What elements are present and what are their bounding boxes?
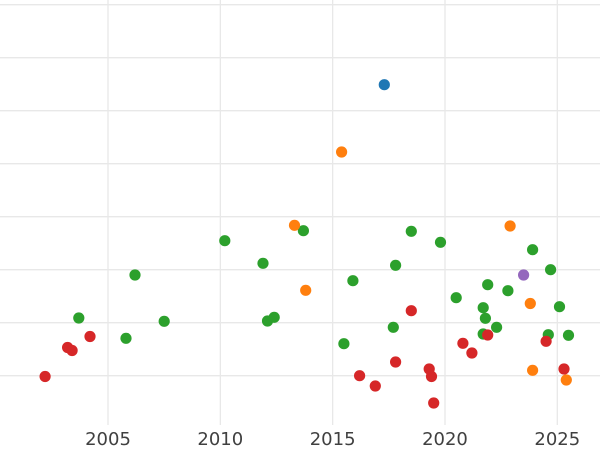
data-point-green bbox=[491, 321, 503, 333]
data-point-orange bbox=[288, 219, 301, 231]
data-point-orange bbox=[527, 364, 539, 376]
data-point-green bbox=[527, 244, 539, 256]
data-point-green bbox=[390, 259, 402, 271]
data-point-green bbox=[477, 302, 489, 314]
data-point-orange bbox=[524, 297, 536, 310]
x-tick-label: 2015 bbox=[310, 429, 356, 450]
data-point-red bbox=[66, 344, 78, 357]
x-tick-label: 2005 bbox=[85, 429, 131, 450]
x-tick-label: 2010 bbox=[197, 429, 243, 450]
data-point-red bbox=[482, 329, 494, 341]
data-point-red bbox=[354, 370, 366, 382]
data-point-red bbox=[39, 370, 51, 383]
data-point-orange bbox=[336, 146, 348, 158]
x-tick-label: 2020 bbox=[422, 429, 468, 450]
data-point-green bbox=[219, 235, 231, 247]
data-point-purple bbox=[518, 269, 530, 281]
x-tick-label: 2025 bbox=[534, 429, 580, 450]
data-point-green bbox=[434, 236, 447, 248]
data-point-red bbox=[390, 356, 402, 368]
data-point-blue bbox=[378, 79, 390, 91]
data-point-green bbox=[562, 329, 575, 341]
data-point-red bbox=[466, 347, 478, 359]
data-point-red bbox=[457, 337, 469, 349]
data-point-green bbox=[347, 275, 359, 287]
data-point-green bbox=[257, 257, 269, 269]
data-point-green bbox=[268, 311, 280, 323]
data-point-green bbox=[297, 225, 309, 237]
data-point-red bbox=[428, 397, 440, 409]
data-point-green bbox=[482, 279, 494, 291]
data-point-green bbox=[545, 264, 557, 276]
data-point-green bbox=[387, 321, 399, 333]
data-point-orange bbox=[560, 374, 572, 386]
data-point-red bbox=[558, 363, 570, 375]
data-point-green bbox=[502, 285, 514, 297]
data-point-red bbox=[540, 335, 552, 347]
data-point-green bbox=[120, 332, 132, 344]
data-point-red bbox=[405, 305, 417, 317]
data-point-green bbox=[405, 225, 417, 237]
data-point-red bbox=[369, 380, 381, 392]
data-point-green bbox=[553, 301, 566, 313]
data-point-green bbox=[73, 312, 85, 324]
data-point-red bbox=[425, 370, 438, 383]
data-point-red bbox=[84, 330, 96, 343]
data-point-orange bbox=[504, 220, 516, 232]
data-point-orange bbox=[300, 284, 312, 296]
data-point-green bbox=[479, 312, 491, 324]
data-point-green bbox=[129, 269, 141, 281]
data-point-green bbox=[450, 292, 462, 304]
data-point-green bbox=[158, 315, 170, 327]
data-point-green bbox=[338, 338, 350, 350]
